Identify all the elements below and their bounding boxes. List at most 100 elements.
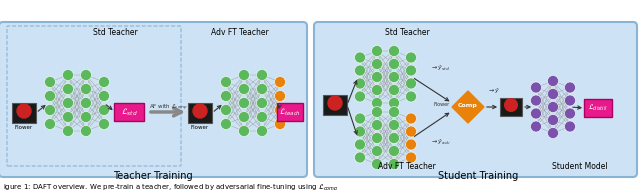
Circle shape — [406, 52, 417, 63]
Text: $\mathcal{L}_{distill}$: $\mathcal{L}_{distill}$ — [588, 103, 608, 113]
Circle shape — [564, 121, 575, 132]
Circle shape — [328, 96, 342, 110]
Circle shape — [257, 70, 268, 81]
Circle shape — [221, 119, 232, 130]
Circle shape — [406, 65, 417, 76]
Circle shape — [193, 104, 207, 118]
Circle shape — [547, 127, 559, 139]
Circle shape — [388, 71, 399, 82]
Circle shape — [81, 97, 92, 108]
Circle shape — [99, 90, 109, 101]
Circle shape — [406, 139, 417, 150]
Circle shape — [531, 121, 541, 132]
Circle shape — [275, 119, 285, 130]
Circle shape — [355, 78, 365, 89]
Circle shape — [63, 83, 74, 94]
Circle shape — [221, 77, 232, 88]
Circle shape — [388, 158, 399, 169]
Text: Flower: Flower — [434, 102, 450, 107]
Text: Student Model: Student Model — [552, 162, 608, 171]
Circle shape — [45, 119, 56, 130]
Circle shape — [63, 126, 74, 136]
FancyBboxPatch shape — [277, 103, 303, 121]
Circle shape — [388, 107, 399, 117]
Circle shape — [45, 77, 56, 88]
Circle shape — [564, 108, 575, 119]
Text: igure 1: DAFT overview. We pre-train a teacher, followed by adversarial fine-tun: igure 1: DAFT overview. We pre-train a t… — [3, 182, 339, 190]
Circle shape — [45, 105, 56, 116]
Circle shape — [371, 132, 383, 143]
Text: Std Teacher: Std Teacher — [93, 28, 138, 37]
Circle shape — [81, 83, 92, 94]
Circle shape — [371, 107, 383, 117]
FancyBboxPatch shape — [500, 98, 522, 116]
Circle shape — [371, 158, 383, 169]
Circle shape — [257, 83, 268, 94]
Circle shape — [63, 70, 74, 81]
FancyBboxPatch shape — [12, 103, 36, 123]
Circle shape — [257, 97, 268, 108]
Circle shape — [547, 75, 559, 86]
Circle shape — [99, 77, 109, 88]
Text: Adv FT Teacher: Adv FT Teacher — [378, 162, 436, 171]
Circle shape — [355, 152, 365, 163]
Circle shape — [388, 45, 399, 56]
Circle shape — [547, 115, 559, 126]
Circle shape — [355, 126, 365, 137]
Text: AF with $\mathcal{L}_{comp}$: AF with $\mathcal{L}_{comp}$ — [148, 103, 188, 113]
Circle shape — [17, 104, 31, 118]
Text: $\mathcal{L}_{std}$: $\mathcal{L}_{std}$ — [120, 106, 138, 118]
Circle shape — [221, 105, 232, 116]
Circle shape — [371, 45, 383, 56]
Text: Std Teacher: Std Teacher — [385, 28, 429, 37]
Circle shape — [388, 85, 399, 96]
Circle shape — [531, 108, 541, 119]
Circle shape — [355, 52, 365, 63]
Circle shape — [406, 152, 417, 163]
Circle shape — [275, 77, 285, 88]
Circle shape — [371, 59, 383, 70]
Circle shape — [275, 105, 285, 116]
Circle shape — [239, 83, 250, 94]
Circle shape — [547, 89, 559, 100]
Circle shape — [531, 82, 541, 93]
FancyBboxPatch shape — [314, 22, 637, 177]
Circle shape — [564, 82, 575, 93]
FancyBboxPatch shape — [0, 22, 307, 177]
Circle shape — [371, 97, 383, 108]
FancyBboxPatch shape — [114, 103, 144, 121]
Circle shape — [531, 95, 541, 106]
Circle shape — [547, 101, 559, 112]
Circle shape — [406, 113, 417, 124]
Circle shape — [221, 90, 232, 101]
Text: $\rightarrow\hat{y}$: $\rightarrow\hat{y}$ — [487, 86, 500, 96]
Text: $\rightarrow\hat{y}_{adv}$: $\rightarrow\hat{y}_{adv}$ — [430, 137, 452, 147]
Circle shape — [81, 70, 92, 81]
Circle shape — [355, 65, 365, 76]
Text: $\rightarrow\hat{y}_{std}$: $\rightarrow\hat{y}_{std}$ — [430, 63, 450, 73]
Circle shape — [81, 112, 92, 123]
Circle shape — [81, 126, 92, 136]
Circle shape — [355, 113, 365, 124]
Circle shape — [406, 78, 417, 89]
Text: Teacher Training: Teacher Training — [113, 171, 193, 181]
Circle shape — [371, 146, 383, 157]
Circle shape — [355, 91, 365, 102]
Text: $\mathcal{L}_{teach}$: $\mathcal{L}_{teach}$ — [279, 106, 301, 118]
Circle shape — [388, 97, 399, 108]
Circle shape — [406, 91, 417, 102]
Circle shape — [239, 112, 250, 123]
Circle shape — [388, 120, 399, 131]
Circle shape — [355, 139, 365, 150]
Circle shape — [388, 59, 399, 70]
Circle shape — [239, 126, 250, 136]
FancyBboxPatch shape — [584, 99, 612, 117]
Circle shape — [45, 90, 56, 101]
Circle shape — [371, 71, 383, 82]
Circle shape — [371, 120, 383, 131]
Text: Comp: Comp — [458, 104, 478, 108]
Text: Flower: Flower — [15, 125, 33, 130]
FancyBboxPatch shape — [323, 95, 347, 115]
Text: Student Training: Student Training — [438, 171, 518, 181]
Circle shape — [371, 85, 383, 96]
